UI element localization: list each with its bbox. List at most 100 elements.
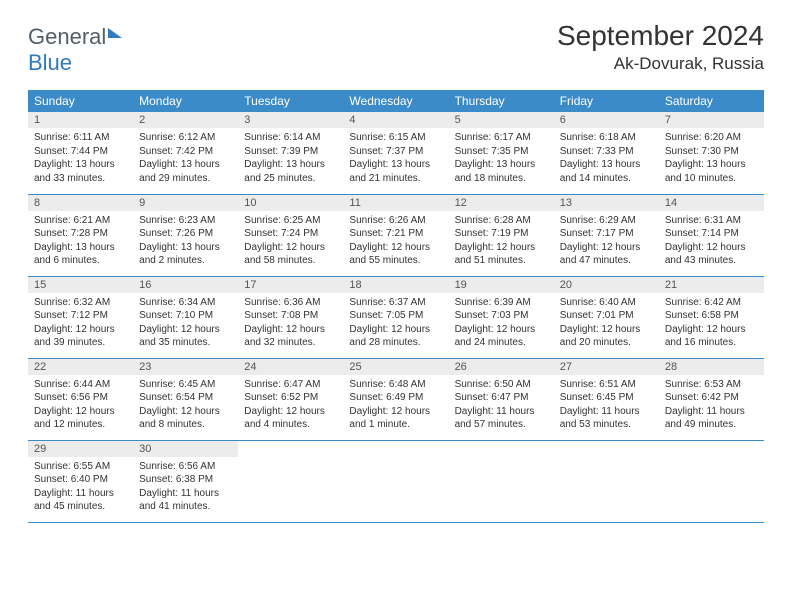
day-number: 28 [659,359,764,375]
day-number: 13 [554,195,659,211]
day-details: Sunrise: 6:51 AMSunset: 6:45 PMDaylight:… [554,375,659,436]
calendar-cell: 17Sunrise: 6:36 AMSunset: 7:08 PMDayligh… [238,276,343,358]
day-details: Sunrise: 6:21 AMSunset: 7:28 PMDaylight:… [28,211,133,272]
day-number: 23 [133,359,238,375]
calendar-row: 8Sunrise: 6:21 AMSunset: 7:28 PMDaylight… [28,194,764,276]
calendar-cell: 14Sunrise: 6:31 AMSunset: 7:14 PMDayligh… [659,194,764,276]
day-number: 14 [659,195,764,211]
day-details: Sunrise: 6:37 AMSunset: 7:05 PMDaylight:… [343,293,448,354]
calendar-cell: 6Sunrise: 6:18 AMSunset: 7:33 PMDaylight… [554,112,659,194]
logo-triangle-icon [108,28,122,38]
calendar-cell: 27Sunrise: 6:51 AMSunset: 6:45 PMDayligh… [554,358,659,440]
day-number: 1 [28,112,133,128]
day-details: Sunrise: 6:56 AMSunset: 6:38 PMDaylight:… [133,457,238,518]
calendar-cell: 20Sunrise: 6:40 AMSunset: 7:01 PMDayligh… [554,276,659,358]
calendar-row: 1Sunrise: 6:11 AMSunset: 7:44 PMDaylight… [28,112,764,194]
calendar-row: 29Sunrise: 6:55 AMSunset: 6:40 PMDayligh… [28,440,764,522]
day-details: Sunrise: 6:29 AMSunset: 7:17 PMDaylight:… [554,211,659,272]
calendar-cell: 5Sunrise: 6:17 AMSunset: 7:35 PMDaylight… [449,112,554,194]
day-number: 4 [343,112,448,128]
day-number: 17 [238,277,343,293]
calendar-cell: 9Sunrise: 6:23 AMSunset: 7:26 PMDaylight… [133,194,238,276]
day-number: 5 [449,112,554,128]
weekday-header: Wednesday [343,90,448,112]
day-details: Sunrise: 6:32 AMSunset: 7:12 PMDaylight:… [28,293,133,354]
weekday-header: Sunday [28,90,133,112]
calendar-cell: 7Sunrise: 6:20 AMSunset: 7:30 PMDaylight… [659,112,764,194]
day-number: 27 [554,359,659,375]
calendar-cell: 25Sunrise: 6:48 AMSunset: 6:49 PMDayligh… [343,358,448,440]
day-number: 16 [133,277,238,293]
calendar-cell: 3Sunrise: 6:14 AMSunset: 7:39 PMDaylight… [238,112,343,194]
day-number: 8 [28,195,133,211]
calendar-cell: 15Sunrise: 6:32 AMSunset: 7:12 PMDayligh… [28,276,133,358]
weekday-header: Monday [133,90,238,112]
day-number: 26 [449,359,554,375]
calendar-cell: 22Sunrise: 6:44 AMSunset: 6:56 PMDayligh… [28,358,133,440]
calendar-cell: 28Sunrise: 6:53 AMSunset: 6:42 PMDayligh… [659,358,764,440]
calendar-cell: 8Sunrise: 6:21 AMSunset: 7:28 PMDaylight… [28,194,133,276]
day-details: Sunrise: 6:15 AMSunset: 7:37 PMDaylight:… [343,128,448,189]
day-details: Sunrise: 6:40 AMSunset: 7:01 PMDaylight:… [554,293,659,354]
calendar-row: 15Sunrise: 6:32 AMSunset: 7:12 PMDayligh… [28,276,764,358]
day-number: 29 [28,441,133,457]
day-number: 22 [28,359,133,375]
weekday-header: Friday [554,90,659,112]
calendar-cell: 30Sunrise: 6:56 AMSunset: 6:38 PMDayligh… [133,440,238,522]
location: Ak-Dovurak, Russia [557,54,764,74]
weekday-header: Tuesday [238,90,343,112]
calendar-cell: 13Sunrise: 6:29 AMSunset: 7:17 PMDayligh… [554,194,659,276]
calendar-cell-empty [449,440,554,522]
day-number: 24 [238,359,343,375]
day-details: Sunrise: 6:25 AMSunset: 7:24 PMDaylight:… [238,211,343,272]
calendar-cell: 23Sunrise: 6:45 AMSunset: 6:54 PMDayligh… [133,358,238,440]
day-number: 19 [449,277,554,293]
day-details: Sunrise: 6:26 AMSunset: 7:21 PMDaylight:… [343,211,448,272]
day-number: 10 [238,195,343,211]
weekday-header-row: SundayMondayTuesdayWednesdayThursdayFrid… [28,90,764,112]
calendar-body: 1Sunrise: 6:11 AMSunset: 7:44 PMDaylight… [28,112,764,522]
calendar-cell: 1Sunrise: 6:11 AMSunset: 7:44 PMDaylight… [28,112,133,194]
day-details: Sunrise: 6:11 AMSunset: 7:44 PMDaylight:… [28,128,133,189]
day-number: 18 [343,277,448,293]
day-number: 11 [343,195,448,211]
day-details: Sunrise: 6:17 AMSunset: 7:35 PMDaylight:… [449,128,554,189]
day-details: Sunrise: 6:55 AMSunset: 6:40 PMDaylight:… [28,457,133,518]
weekday-header: Saturday [659,90,764,112]
calendar-cell-empty [238,440,343,522]
calendar-cell: 21Sunrise: 6:42 AMSunset: 6:58 PMDayligh… [659,276,764,358]
day-number: 12 [449,195,554,211]
calendar-cell: 18Sunrise: 6:37 AMSunset: 7:05 PMDayligh… [343,276,448,358]
day-number: 7 [659,112,764,128]
logo-line1: General [28,24,106,49]
day-number: 20 [554,277,659,293]
calendar-cell: 10Sunrise: 6:25 AMSunset: 7:24 PMDayligh… [238,194,343,276]
day-details: Sunrise: 6:47 AMSunset: 6:52 PMDaylight:… [238,375,343,436]
logo-line2: Blue [28,50,72,75]
weekday-header: Thursday [449,90,554,112]
day-number: 21 [659,277,764,293]
calendar-row: 22Sunrise: 6:44 AMSunset: 6:56 PMDayligh… [28,358,764,440]
day-details: Sunrise: 6:23 AMSunset: 7:26 PMDaylight:… [133,211,238,272]
day-number: 25 [343,359,448,375]
calendar-table: SundayMondayTuesdayWednesdayThursdayFrid… [28,90,764,523]
calendar-cell: 2Sunrise: 6:12 AMSunset: 7:42 PMDaylight… [133,112,238,194]
day-details: Sunrise: 6:39 AMSunset: 7:03 PMDaylight:… [449,293,554,354]
day-details: Sunrise: 6:44 AMSunset: 6:56 PMDaylight:… [28,375,133,436]
day-details: Sunrise: 6:45 AMSunset: 6:54 PMDaylight:… [133,375,238,436]
day-details: Sunrise: 6:36 AMSunset: 7:08 PMDaylight:… [238,293,343,354]
title-block: September 2024 Ak-Dovurak, Russia [557,20,764,74]
day-number: 30 [133,441,238,457]
calendar-cell: 26Sunrise: 6:50 AMSunset: 6:47 PMDayligh… [449,358,554,440]
calendar-cell-empty [343,440,448,522]
day-details: Sunrise: 6:42 AMSunset: 6:58 PMDaylight:… [659,293,764,354]
calendar-cell: 16Sunrise: 6:34 AMSunset: 7:10 PMDayligh… [133,276,238,358]
day-number: 2 [133,112,238,128]
day-details: Sunrise: 6:53 AMSunset: 6:42 PMDaylight:… [659,375,764,436]
day-details: Sunrise: 6:14 AMSunset: 7:39 PMDaylight:… [238,128,343,189]
calendar-cell-empty [554,440,659,522]
calendar-cell-empty [659,440,764,522]
day-details: Sunrise: 6:12 AMSunset: 7:42 PMDaylight:… [133,128,238,189]
day-number: 15 [28,277,133,293]
calendar-cell: 4Sunrise: 6:15 AMSunset: 7:37 PMDaylight… [343,112,448,194]
